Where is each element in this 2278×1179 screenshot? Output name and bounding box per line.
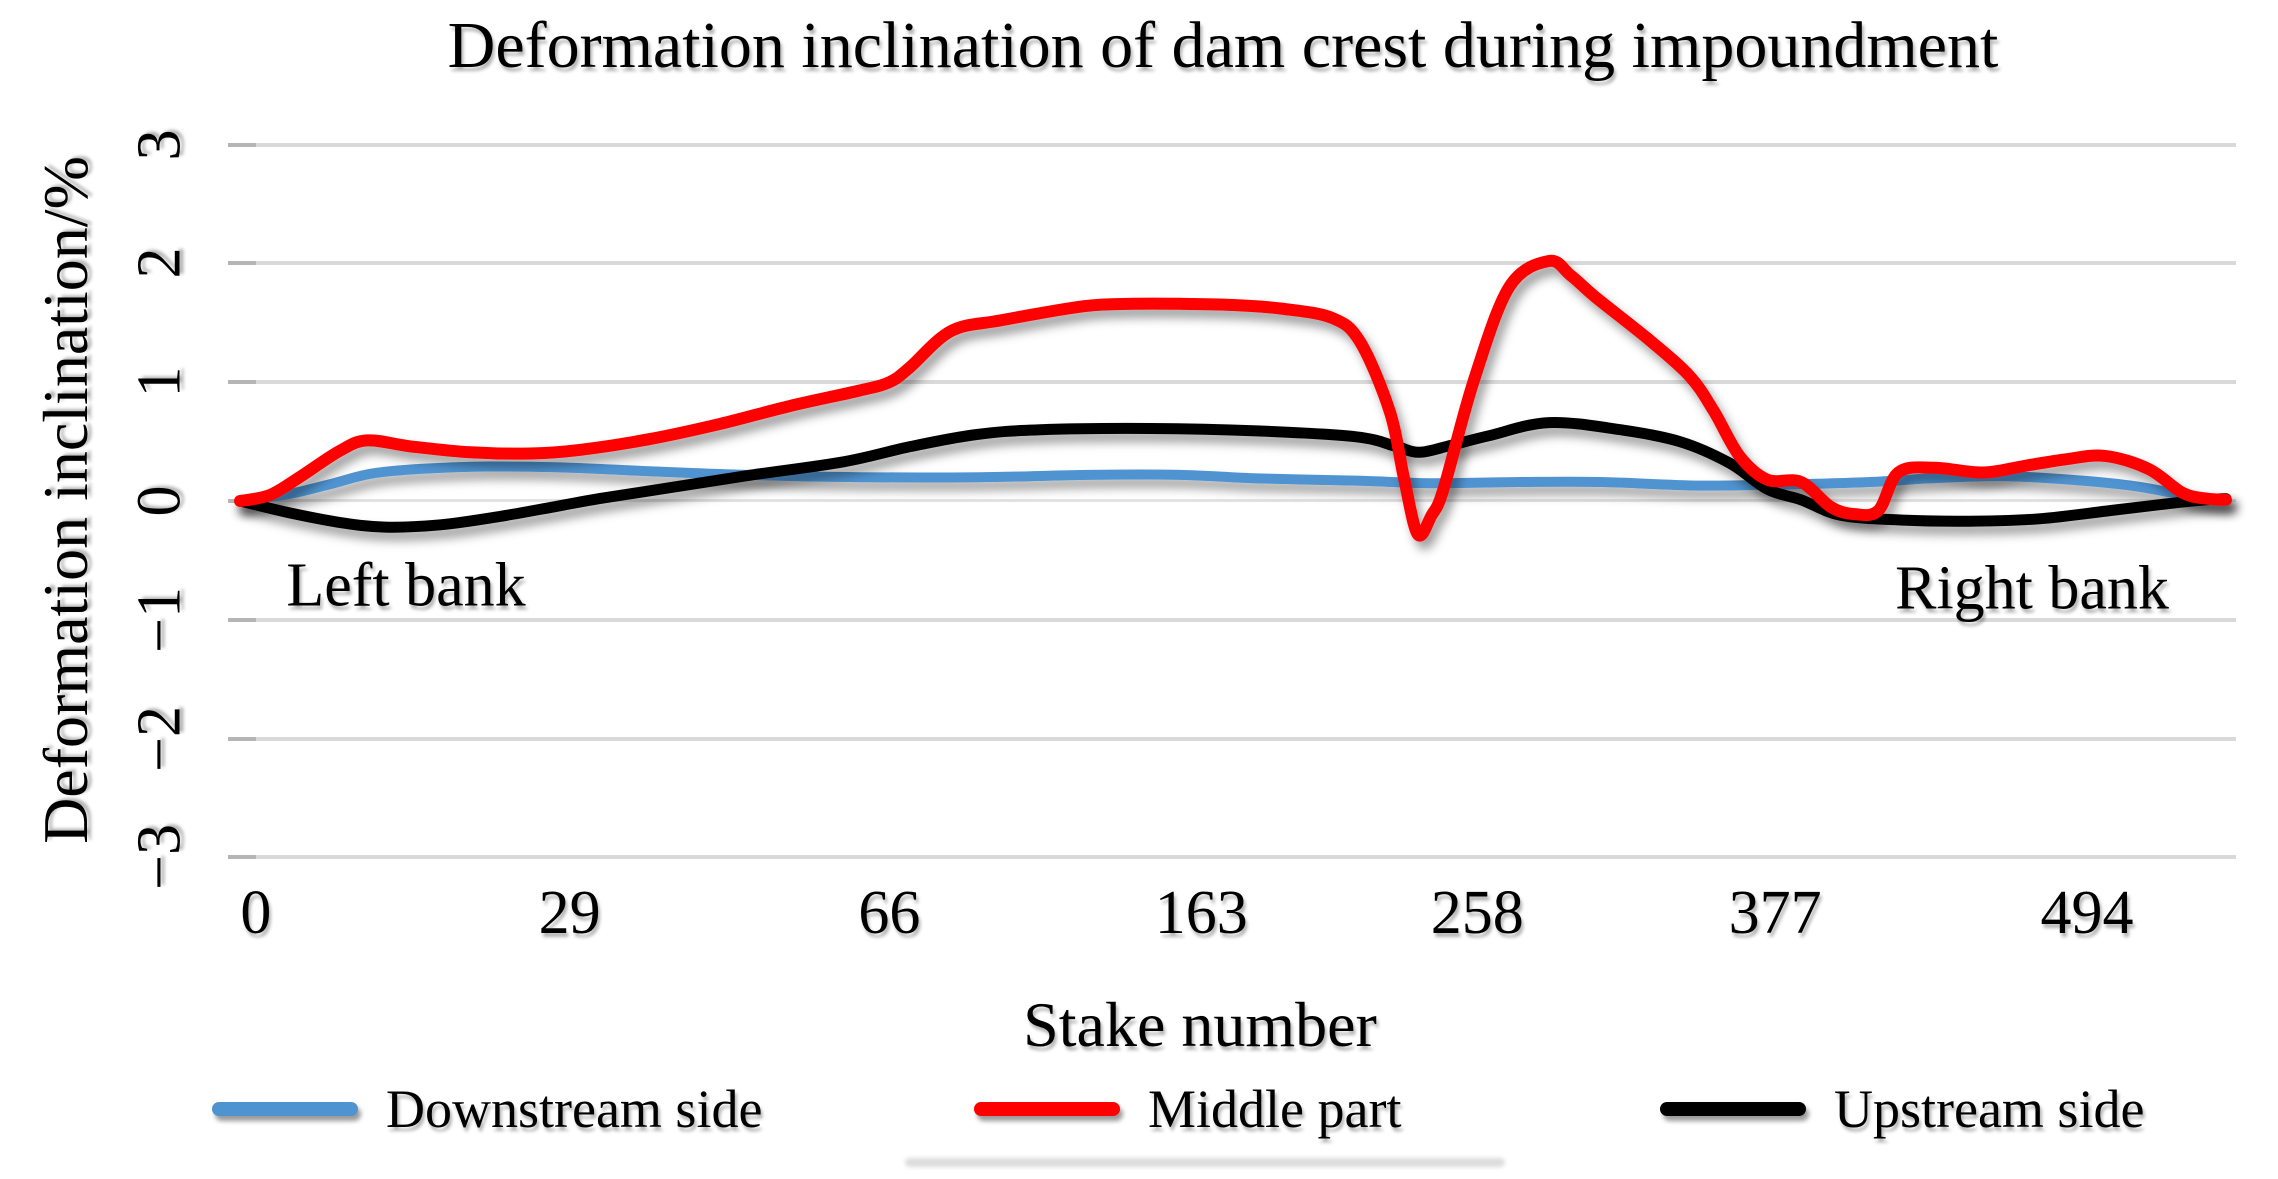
annotation-right-bank: Right bank (1895, 554, 2169, 623)
y-axis-tick-mark (228, 142, 256, 147)
y-axis-tick-mark (228, 855, 256, 860)
background-smudge (905, 1158, 1505, 1167)
legend-swatch-downstream-icon (212, 1102, 358, 1116)
y-axis-tick-mark (228, 617, 256, 622)
x-tick-label: 66 (858, 879, 921, 947)
legend-item-upstream: Upstream side (1660, 1078, 2144, 1140)
legend-item-downstream: Downstream side (212, 1078, 762, 1140)
gridline (232, 142, 2236, 147)
x-tick-label: 0 (240, 879, 272, 947)
annotation-left-bank: Left bank (286, 551, 526, 620)
y-axis-tick-mark (228, 261, 256, 266)
x-axis-title: Stake number (1023, 989, 1377, 1060)
x-tick-label: 258 (1430, 879, 1524, 947)
gridline (232, 617, 2236, 622)
legend: Downstream side Middle part Upstream sid… (0, 1078, 2278, 1148)
gridline (232, 855, 2236, 860)
gridline (232, 261, 2236, 266)
zero-gridline (232, 499, 2236, 502)
legend-label-downstream: Downstream side (386, 1079, 763, 1139)
y-axis-tick-mark (228, 380, 256, 385)
x-tick-label: 494 (2040, 879, 2134, 947)
legend-label-middle: Middle part (1148, 1079, 1402, 1139)
legend-item-middle: Middle part (974, 1078, 1401, 1140)
x-tick-label: 163 (1154, 879, 1248, 947)
series-line-middle-part (234, 254, 2232, 542)
gridline (232, 736, 2236, 741)
series-line-upstream-side (234, 416, 2232, 533)
legend-label-upstream: Upstream side (1834, 1079, 2145, 1139)
x-tick-label: 29 (538, 879, 601, 947)
x-tick-label: 377 (1728, 879, 1822, 947)
legend-swatch-upstream-icon (1660, 1102, 1806, 1116)
gridline (232, 380, 2236, 385)
legend-swatch-middle-icon (974, 1102, 1120, 1116)
chart-title: Deformation inclination of dam crest dur… (447, 9, 1999, 82)
y-axis-tick-mark (228, 736, 256, 741)
